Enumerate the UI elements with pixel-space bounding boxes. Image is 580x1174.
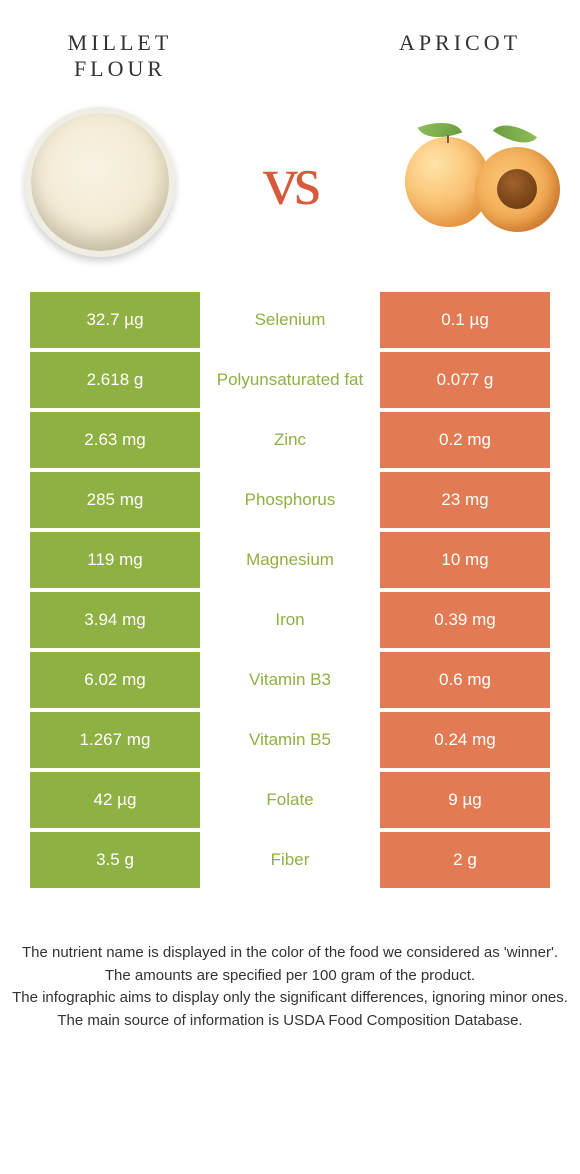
table-row: 3.94 mgIron0.39 mg [30, 592, 550, 648]
right-value-cell: 10 mg [380, 532, 550, 588]
left-value-cell: 119 mg [30, 532, 200, 588]
nutrient-label-cell: Vitamin B3 [200, 652, 380, 708]
right-value-cell: 0.39 mg [380, 592, 550, 648]
nutrient-label-cell: Polyunsaturated fat [200, 352, 380, 408]
left-value-cell: 32.7 µg [30, 292, 200, 348]
right-value-cell: 0.24 mg [380, 712, 550, 768]
footer-notes: The nutrient name is displayed in the co… [0, 892, 580, 1062]
left-food-title: Millet flour [20, 30, 220, 82]
footer-line: The amounts are specified per 100 gram o… [10, 965, 570, 988]
right-value-cell: 23 mg [380, 472, 550, 528]
flour-bowl-icon [25, 107, 175, 257]
right-value-cell: 0.2 mg [380, 412, 550, 468]
nutrient-label-cell: Selenium [200, 292, 380, 348]
right-food-image [400, 102, 560, 262]
vs-text: vs [263, 142, 317, 222]
footer-line: The infographic aims to display only the… [10, 987, 570, 1010]
left-value-cell: 42 µg [30, 772, 200, 828]
table-row: 6.02 mgVitamin B30.6 mg [30, 652, 550, 708]
nutrient-label-cell: Magnesium [200, 532, 380, 588]
footer-line: The nutrient name is displayed in the co… [10, 942, 570, 965]
left-value-cell: 3.5 g [30, 832, 200, 888]
table-row: 1.267 mgVitamin B50.24 mg [30, 712, 550, 768]
right-value-cell: 0.1 µg [380, 292, 550, 348]
table-row: 285 mgPhosphorus23 mg [30, 472, 550, 528]
left-value-cell: 3.94 mg [30, 592, 200, 648]
nutrient-label-cell: Zinc [200, 412, 380, 468]
right-value-cell: 2 g [380, 832, 550, 888]
apricot-icon [400, 102, 560, 262]
table-row: 2.63 mgZinc0.2 mg [30, 412, 550, 468]
nutrient-label-cell: Iron [200, 592, 380, 648]
left-value-cell: 2.618 g [30, 352, 200, 408]
left-value-cell: 1.267 mg [30, 712, 200, 768]
right-value-cell: 9 µg [380, 772, 550, 828]
left-value-cell: 2.63 mg [30, 412, 200, 468]
right-value-cell: 0.077 g [380, 352, 550, 408]
table-row: 2.618 gPolyunsaturated fat0.077 g [30, 352, 550, 408]
header: Millet flour Apricot [0, 0, 580, 92]
left-value-cell: 6.02 mg [30, 652, 200, 708]
right-value-cell: 0.6 mg [380, 652, 550, 708]
nutrient-label-cell: Phosphorus [200, 472, 380, 528]
table-row: 3.5 gFiber2 g [30, 832, 550, 888]
left-food-image [20, 102, 180, 262]
images-row: vs [0, 92, 580, 292]
footer-line: The main source of information is USDA F… [10, 1010, 570, 1033]
table-row: 32.7 µgSelenium0.1 µg [30, 292, 550, 348]
nutrient-label-cell: Folate [200, 772, 380, 828]
nutrient-label-cell: Fiber [200, 832, 380, 888]
comparison-table: 32.7 µgSelenium0.1 µg2.618 gPolyunsatura… [30, 292, 550, 888]
table-row: 42 µgFolate9 µg [30, 772, 550, 828]
nutrient-label-cell: Vitamin B5 [200, 712, 380, 768]
table-row: 119 mgMagnesium10 mg [30, 532, 550, 588]
left-value-cell: 285 mg [30, 472, 200, 528]
right-food-title: Apricot [360, 30, 560, 56]
